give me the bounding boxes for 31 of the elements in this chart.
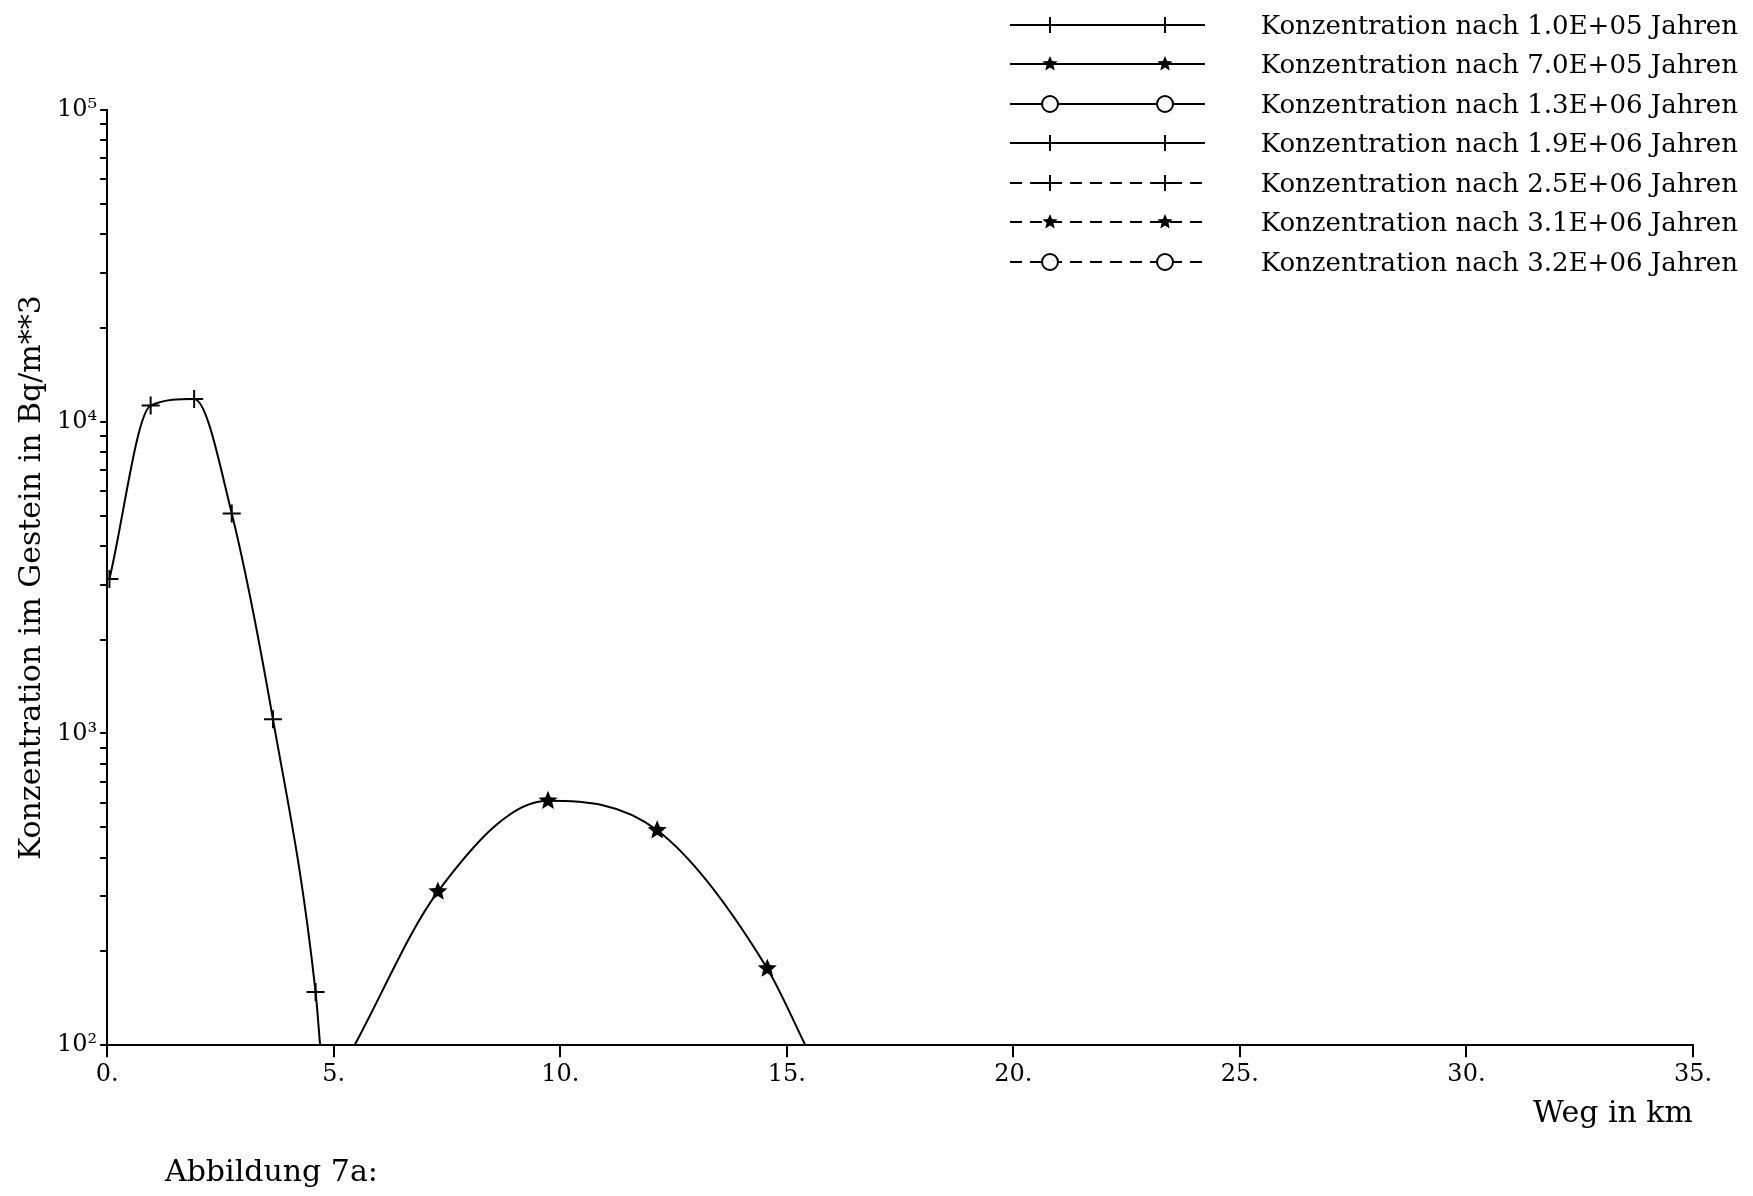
legend-label: Konzentration nach 1.9E+06 Jahren — [1260, 128, 1738, 159]
point — [538, 790, 558, 809]
x-tick-label: 30. — [1447, 1058, 1486, 1087]
legend-label: Konzentration nach 3.1E+06 Jahren — [1260, 207, 1738, 238]
y-axis-title: Konzentration im Gestein in Bq/m**3 — [11, 295, 47, 861]
point — [647, 820, 667, 839]
point — [757, 958, 777, 977]
text: Abbildung 7a: — [164, 1152, 378, 1188]
legend-label: Konzentration nach 1.3E+06 Jahren — [1260, 88, 1738, 119]
x-axis-title: Weg in km — [1533, 1093, 1693, 1129]
y-tick-label: 10⁴ — [56, 405, 98, 434]
x-tick-label: 35. — [1673, 1058, 1713, 1087]
x-tick-label: 25. — [1220, 1058, 1259, 1087]
point — [140, 395, 161, 416]
point — [428, 881, 448, 900]
x-tick-label: 10. — [541, 1058, 580, 1087]
legend-label: Konzentration nach 2.5E+06 Jahren — [1260, 167, 1738, 198]
x-tick-label: 15. — [767, 1058, 806, 1087]
point — [221, 503, 242, 524]
x-tick-label: 20. — [994, 1058, 1033, 1087]
y-tick-label: 10² — [56, 1029, 98, 1058]
text: Konzentration nach 7.0E+05 Jahren — [1260, 49, 1738, 80]
y-tick-label: 10³ — [56, 717, 98, 746]
x-tick-label: 0. — [95, 1058, 119, 1087]
point — [184, 388, 205, 409]
x-tick-label: 5. — [322, 1058, 346, 1087]
legend-label: Konzentration nach 3.2E+06 Jahren — [1260, 246, 1738, 277]
y-tick-label: 10⁵ — [56, 94, 98, 123]
text: Konzentration nach 1.0E+05 Jahren — [1260, 9, 1738, 40]
point — [262, 709, 283, 730]
point — [305, 982, 326, 1003]
